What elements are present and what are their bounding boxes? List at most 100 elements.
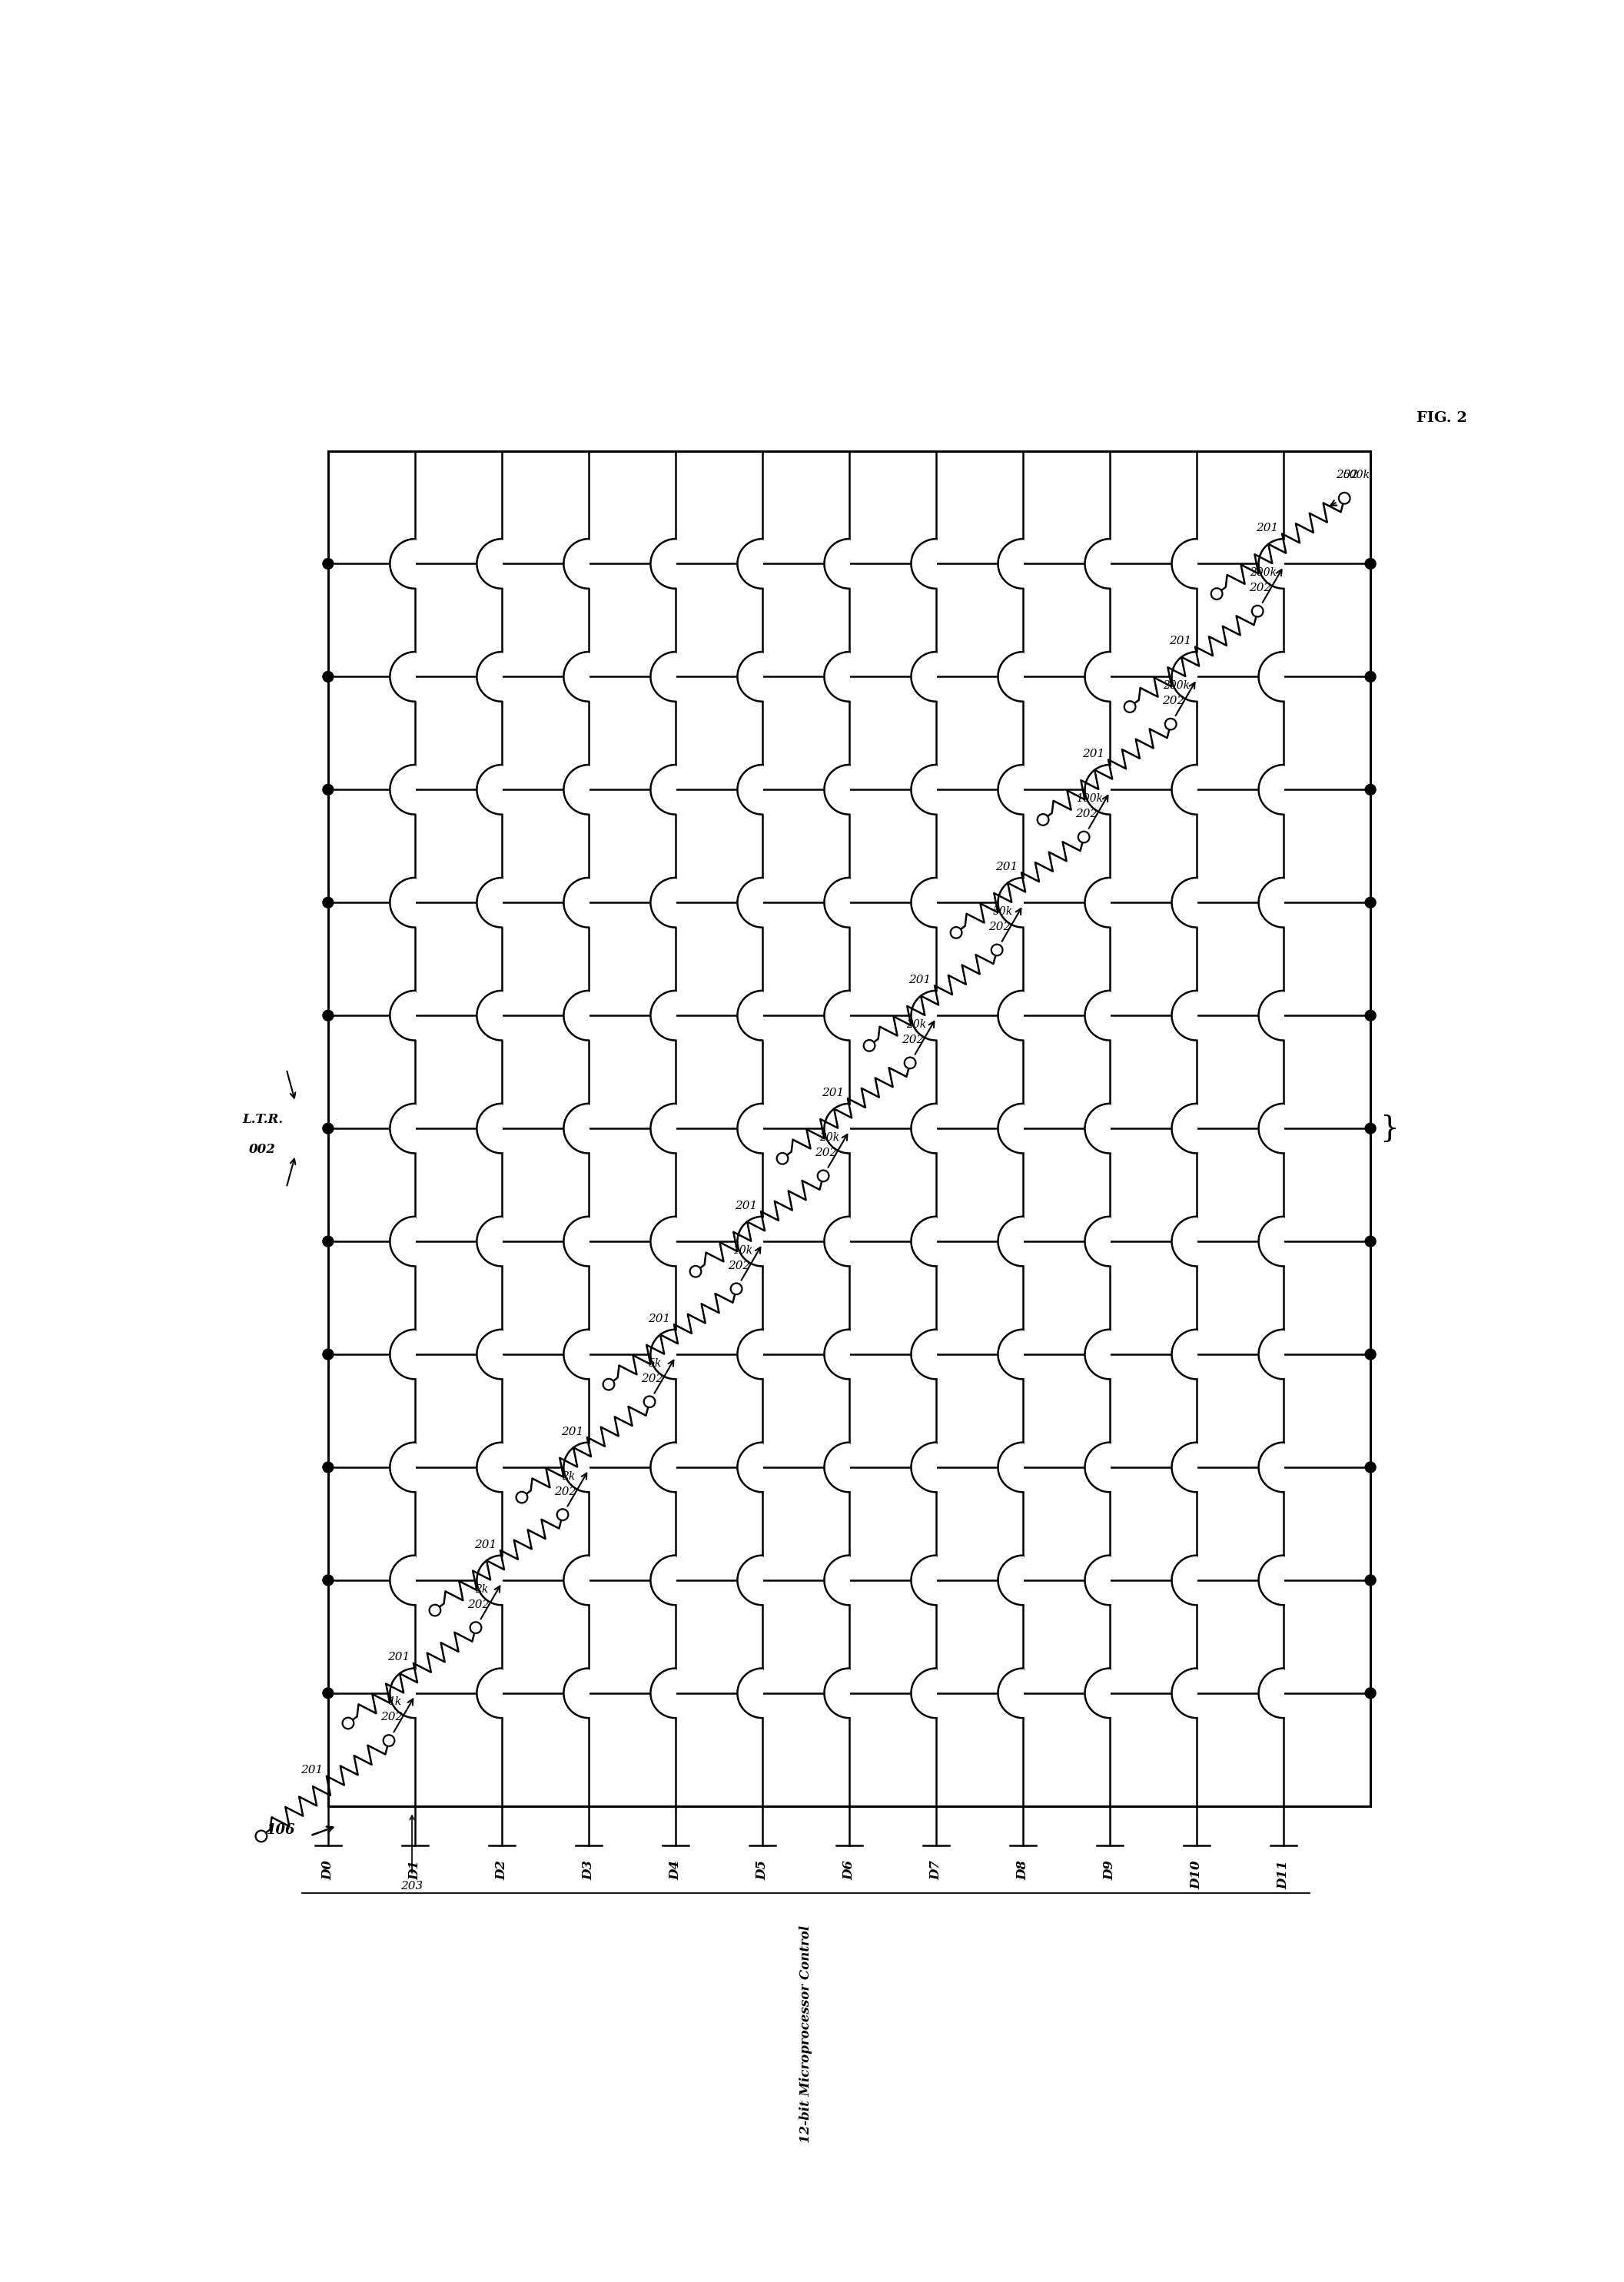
Circle shape xyxy=(731,1282,742,1294)
Text: 106: 106 xyxy=(266,1823,296,1837)
Polygon shape xyxy=(1173,539,1197,589)
Polygon shape xyxy=(477,1330,502,1378)
Polygon shape xyxy=(825,1216,849,1267)
Polygon shape xyxy=(1085,539,1109,589)
Polygon shape xyxy=(911,653,935,701)
Text: 10k: 10k xyxy=(732,1246,752,1255)
Polygon shape xyxy=(651,1668,676,1718)
Circle shape xyxy=(950,926,961,938)
Polygon shape xyxy=(999,653,1023,701)
Polygon shape xyxy=(1259,1330,1283,1378)
Text: 201: 201 xyxy=(474,1538,497,1549)
Circle shape xyxy=(469,1623,481,1634)
Text: 201: 201 xyxy=(300,1764,323,1775)
Polygon shape xyxy=(651,1442,676,1492)
Polygon shape xyxy=(1085,1442,1109,1492)
Polygon shape xyxy=(737,764,762,815)
Polygon shape xyxy=(999,1668,1023,1718)
Text: 202: 202 xyxy=(554,1486,577,1497)
Polygon shape xyxy=(999,1216,1023,1267)
Circle shape xyxy=(1366,897,1376,908)
Text: 202: 202 xyxy=(901,1034,924,1045)
Polygon shape xyxy=(1173,764,1197,815)
Circle shape xyxy=(603,1378,614,1390)
Polygon shape xyxy=(999,1104,1023,1152)
Text: 201: 201 xyxy=(560,1426,583,1438)
Text: 202: 202 xyxy=(989,922,1012,933)
Text: 200k: 200k xyxy=(1163,680,1190,691)
Polygon shape xyxy=(911,1216,935,1267)
Text: 201: 201 xyxy=(734,1200,757,1212)
Polygon shape xyxy=(564,1668,588,1718)
Polygon shape xyxy=(999,879,1023,926)
Polygon shape xyxy=(1173,1556,1197,1604)
Polygon shape xyxy=(390,1216,416,1267)
Circle shape xyxy=(1366,1575,1376,1586)
Polygon shape xyxy=(1085,1330,1109,1378)
Text: 202: 202 xyxy=(728,1260,750,1271)
Polygon shape xyxy=(477,1104,502,1152)
Polygon shape xyxy=(390,990,416,1041)
Circle shape xyxy=(643,1397,654,1408)
Text: 500k: 500k xyxy=(1343,470,1369,482)
Polygon shape xyxy=(390,1330,416,1378)
Circle shape xyxy=(1164,719,1176,730)
Text: D5: D5 xyxy=(755,1860,768,1880)
Circle shape xyxy=(323,1011,333,1020)
Polygon shape xyxy=(825,653,849,701)
Circle shape xyxy=(1366,1689,1376,1698)
Polygon shape xyxy=(737,1556,762,1604)
Text: 202: 202 xyxy=(815,1148,838,1159)
Polygon shape xyxy=(477,653,502,701)
Circle shape xyxy=(1212,589,1223,600)
Polygon shape xyxy=(1259,1556,1283,1604)
Polygon shape xyxy=(390,1442,416,1492)
Circle shape xyxy=(255,1830,266,1842)
Polygon shape xyxy=(1173,879,1197,926)
Text: 100k: 100k xyxy=(1077,794,1103,803)
Circle shape xyxy=(1366,559,1376,568)
Polygon shape xyxy=(390,1668,416,1718)
Polygon shape xyxy=(1259,1442,1283,1492)
Polygon shape xyxy=(737,1330,762,1378)
Polygon shape xyxy=(564,764,588,815)
Polygon shape xyxy=(1085,1668,1109,1718)
Circle shape xyxy=(1366,1011,1376,1020)
Circle shape xyxy=(1338,493,1350,504)
Text: D2: D2 xyxy=(495,1860,508,1880)
Polygon shape xyxy=(1173,653,1197,701)
Text: 202: 202 xyxy=(1163,696,1186,707)
Text: 201: 201 xyxy=(1082,748,1104,760)
Polygon shape xyxy=(911,1442,935,1492)
Polygon shape xyxy=(390,539,416,589)
Polygon shape xyxy=(825,1556,849,1604)
Polygon shape xyxy=(1259,990,1283,1041)
Circle shape xyxy=(323,785,333,794)
Polygon shape xyxy=(911,879,935,926)
Polygon shape xyxy=(999,990,1023,1041)
Circle shape xyxy=(516,1492,528,1504)
Polygon shape xyxy=(737,1216,762,1267)
Text: 1k: 1k xyxy=(388,1698,401,1707)
Polygon shape xyxy=(477,990,502,1041)
Polygon shape xyxy=(651,1216,676,1267)
Circle shape xyxy=(343,1718,354,1730)
Text: 202: 202 xyxy=(1249,582,1272,593)
Polygon shape xyxy=(1259,764,1283,815)
Polygon shape xyxy=(390,1104,416,1152)
Polygon shape xyxy=(390,653,416,701)
Text: 002: 002 xyxy=(248,1143,276,1155)
Polygon shape xyxy=(564,1216,588,1267)
Polygon shape xyxy=(999,764,1023,815)
Circle shape xyxy=(991,945,1002,956)
Polygon shape xyxy=(1173,1442,1197,1492)
Polygon shape xyxy=(1173,1104,1197,1152)
Circle shape xyxy=(817,1171,828,1182)
Polygon shape xyxy=(737,879,762,926)
Polygon shape xyxy=(477,1442,502,1492)
Polygon shape xyxy=(1259,879,1283,926)
Polygon shape xyxy=(1085,990,1109,1041)
Circle shape xyxy=(323,1689,333,1698)
Polygon shape xyxy=(564,1556,588,1604)
Polygon shape xyxy=(390,879,416,926)
